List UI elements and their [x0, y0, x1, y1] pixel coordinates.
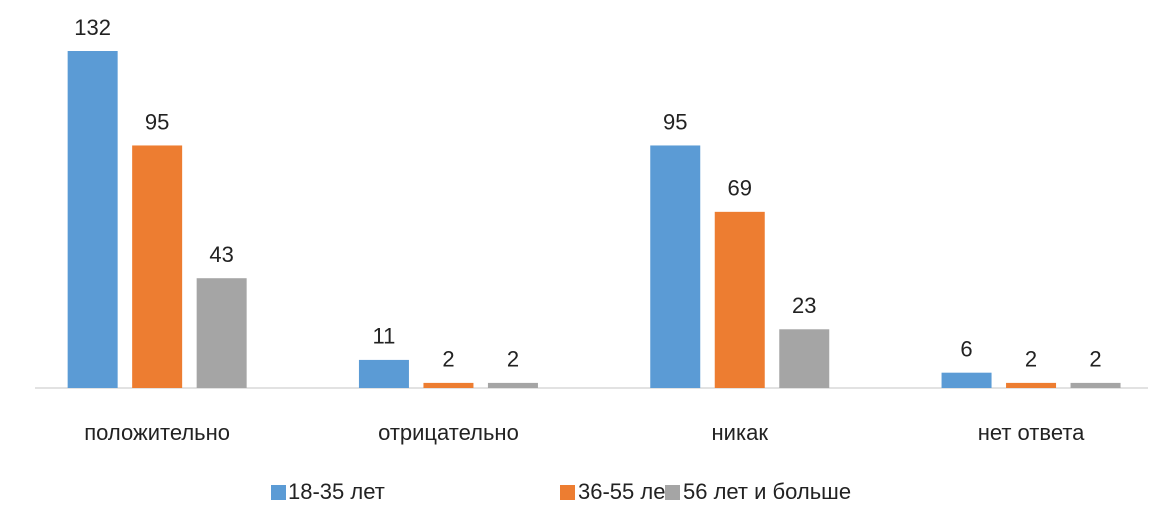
- bar: [196, 278, 247, 388]
- bar: [1006, 382, 1057, 388]
- data-label: 2: [1089, 347, 1101, 372]
- data-label: 2: [1025, 347, 1037, 372]
- data-label: 11: [373, 324, 396, 349]
- bar: [358, 359, 409, 388]
- data-label: 132: [74, 15, 111, 40]
- data-label: 95: [663, 109, 687, 134]
- legend-label: 18-35 лет: [288, 479, 385, 504]
- data-label: 6: [960, 336, 972, 361]
- bar: [67, 51, 118, 388]
- data-label: 69: [728, 176, 752, 201]
- bar: [487, 382, 538, 388]
- x-tick-label: никак: [712, 420, 769, 445]
- x-tick-label: нет ответа: [978, 420, 1085, 445]
- bar: [423, 382, 474, 388]
- bar: [714, 211, 765, 388]
- legend-label: 36-55 лет: [578, 479, 675, 504]
- legend-swatch: [665, 485, 680, 500]
- bar: [132, 145, 183, 388]
- x-tick-label: положительно: [84, 420, 230, 445]
- data-label: 2: [442, 347, 454, 372]
- legend-swatch: [271, 485, 286, 500]
- legend-label: 56 лет и больше: [683, 479, 851, 504]
- bar: [1070, 382, 1121, 388]
- data-label: 23: [792, 293, 816, 318]
- data-label: 43: [209, 242, 233, 267]
- x-tick-label: отрицательно: [378, 420, 519, 445]
- bar: [779, 329, 830, 388]
- data-label: 95: [145, 109, 169, 134]
- legend-swatch: [560, 485, 575, 500]
- bar: [941, 372, 992, 388]
- data-label: 2: [507, 347, 519, 372]
- bar: [650, 145, 701, 388]
